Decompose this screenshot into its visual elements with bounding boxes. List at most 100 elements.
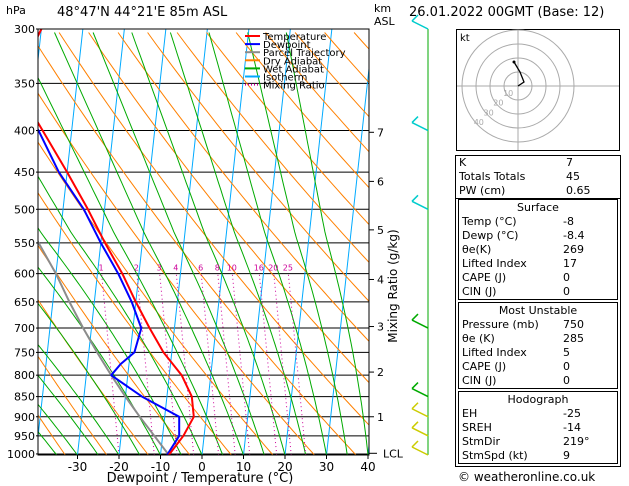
height-unit-label: km ASL bbox=[374, 2, 395, 28]
dry-adiabat bbox=[38, 192, 232, 455]
wind-barb bbox=[411, 408, 429, 418]
table-row: Lifted Index 17 bbox=[459, 257, 617, 271]
row-value: 0 bbox=[563, 271, 570, 284]
legend-label: Dewpoint bbox=[263, 40, 311, 51]
wind-barb bbox=[411, 319, 429, 329]
mixing-ratio-label: 25 bbox=[283, 264, 293, 273]
table-row: CAPE (J) 0 bbox=[459, 360, 617, 374]
dry-adiabat bbox=[38, 92, 315, 455]
isotherm bbox=[38, 29, 84, 442]
mixing-ratio-label: 1 bbox=[99, 264, 104, 273]
table-row: Dewp (°C) -8.4 bbox=[459, 229, 617, 243]
hodograph-frame bbox=[456, 29, 620, 151]
temp-tick-label: -20 bbox=[109, 460, 129, 474]
wet-adiabat bbox=[38, 76, 224, 455]
hodograph-point bbox=[512, 60, 516, 64]
x-axis-title: Dewpoint / Temperature (°C) bbox=[107, 471, 294, 486]
wind-profile bbox=[411, 14, 429, 456]
mixing-ratio-line bbox=[258, 273, 278, 455]
row-value: 7 bbox=[566, 156, 573, 169]
row-label: EH bbox=[462, 407, 478, 420]
row-label: Lifted Index bbox=[462, 346, 527, 359]
row-label: θe(K) bbox=[462, 243, 492, 256]
row-value: -8.4 bbox=[563, 229, 585, 242]
table-row: Totals Totals 45 bbox=[456, 170, 620, 184]
row-value: 17 bbox=[563, 257, 577, 270]
table-row: CIN (J) 0 bbox=[459, 374, 617, 388]
series-temperature bbox=[38, 29, 195, 455]
km-tick-label: 5 bbox=[377, 224, 384, 237]
wind-barb bbox=[411, 387, 429, 398]
dry-adiabat bbox=[117, 32, 369, 343]
row-label: θe (K) bbox=[462, 332, 495, 345]
wind-barb-flag bbox=[411, 382, 419, 390]
mixing-ratio-label: 20 bbox=[268, 264, 278, 273]
mixing-ratio-label: 6 bbox=[198, 264, 203, 273]
wind-barb-flag bbox=[411, 194, 419, 202]
pressure-tick-label: 750 bbox=[14, 346, 35, 359]
table-row: θe (K) 285 bbox=[459, 332, 617, 346]
row-label: CIN (J) bbox=[462, 374, 497, 387]
isotherm bbox=[284, 29, 333, 455]
temp-tick-label: 20 bbox=[277, 460, 292, 474]
dry-adiabat bbox=[235, 32, 369, 189]
wet-adiabat bbox=[38, 343, 120, 455]
km-tick-label: 1 bbox=[377, 411, 384, 424]
mixing-ratio-line bbox=[231, 273, 251, 455]
temp-tick-label: -30 bbox=[68, 460, 88, 474]
km-tick-label: 6 bbox=[377, 175, 384, 188]
row-label: Temp (°C) bbox=[462, 215, 517, 228]
hodograph-table-title: Hodograph bbox=[507, 393, 569, 406]
row-value: 5 bbox=[563, 346, 570, 359]
table-row: SREH -14 bbox=[459, 421, 617, 435]
row-value: 750 bbox=[563, 318, 584, 331]
pressure-tick-label: 550 bbox=[14, 237, 35, 250]
wind-barb-flag bbox=[411, 14, 419, 22]
row-label: K bbox=[459, 156, 467, 169]
isotherm bbox=[160, 29, 208, 455]
row-label: Totals Totals bbox=[459, 170, 526, 183]
surface-section: Surface Temp (°C) -8 Dewp (°C) -8.4 θe(K) 269… bbox=[458, 199, 618, 300]
dry-adiabat bbox=[38, 355, 108, 455]
profile-lines bbox=[38, 29, 195, 455]
most-unstable-section: Most Unstable Pressure (mb) 750 θe (K) 285 L… bbox=[458, 302, 618, 389]
row-label: StmDir bbox=[462, 435, 501, 448]
dry-adiabat bbox=[38, 141, 274, 455]
wind-barb bbox=[411, 20, 429, 30]
hodograph-unit: kt bbox=[460, 33, 470, 44]
background-lines bbox=[38, 29, 369, 455]
pressure-tick-label: 850 bbox=[14, 391, 35, 404]
pressure-tick-label: 300 bbox=[14, 23, 35, 36]
pressure-tick-label: 500 bbox=[14, 203, 35, 216]
dry-adiabat bbox=[38, 244, 191, 455]
pressure-tick-label: 800 bbox=[14, 369, 35, 382]
table-row: CIN (J) 0 bbox=[459, 285, 617, 299]
mixing-ratio-line bbox=[273, 273, 292, 455]
dry-adiabat bbox=[206, 32, 369, 226]
row-label: Dewp (°C) bbox=[462, 229, 519, 242]
row-value: 269 bbox=[563, 243, 584, 256]
wet-adiabat bbox=[38, 226, 182, 455]
dry-adiabat bbox=[176, 32, 369, 264]
wind-barb-flag bbox=[411, 402, 419, 410]
legend-label: Wet Adiabat bbox=[263, 64, 324, 75]
row-value: 0 bbox=[563, 374, 570, 387]
dry-adiabat bbox=[88, 32, 369, 384]
km-tick-label: 3 bbox=[377, 321, 384, 334]
temp-tick-label: 0 bbox=[198, 460, 206, 474]
wet-adiabat bbox=[285, 32, 369, 455]
wind-barb bbox=[411, 121, 429, 132]
datetime-title: 26.01.2022 00GMT (Base: 12) bbox=[409, 5, 605, 20]
legend-label: Isotherm bbox=[263, 73, 307, 84]
row-value: -25 bbox=[563, 407, 581, 420]
temp-tick-label: 30 bbox=[319, 460, 334, 474]
row-value: 219° bbox=[563, 435, 590, 448]
wet-adiabat bbox=[247, 32, 348, 455]
pressure-tick-label: 600 bbox=[14, 268, 35, 281]
hodograph-ring-label: 10 bbox=[503, 89, 513, 98]
mixing-ratio-label: 16 bbox=[254, 264, 264, 273]
hodograph-ring-label: 30 bbox=[484, 108, 494, 117]
row-value: 0 bbox=[563, 360, 570, 373]
